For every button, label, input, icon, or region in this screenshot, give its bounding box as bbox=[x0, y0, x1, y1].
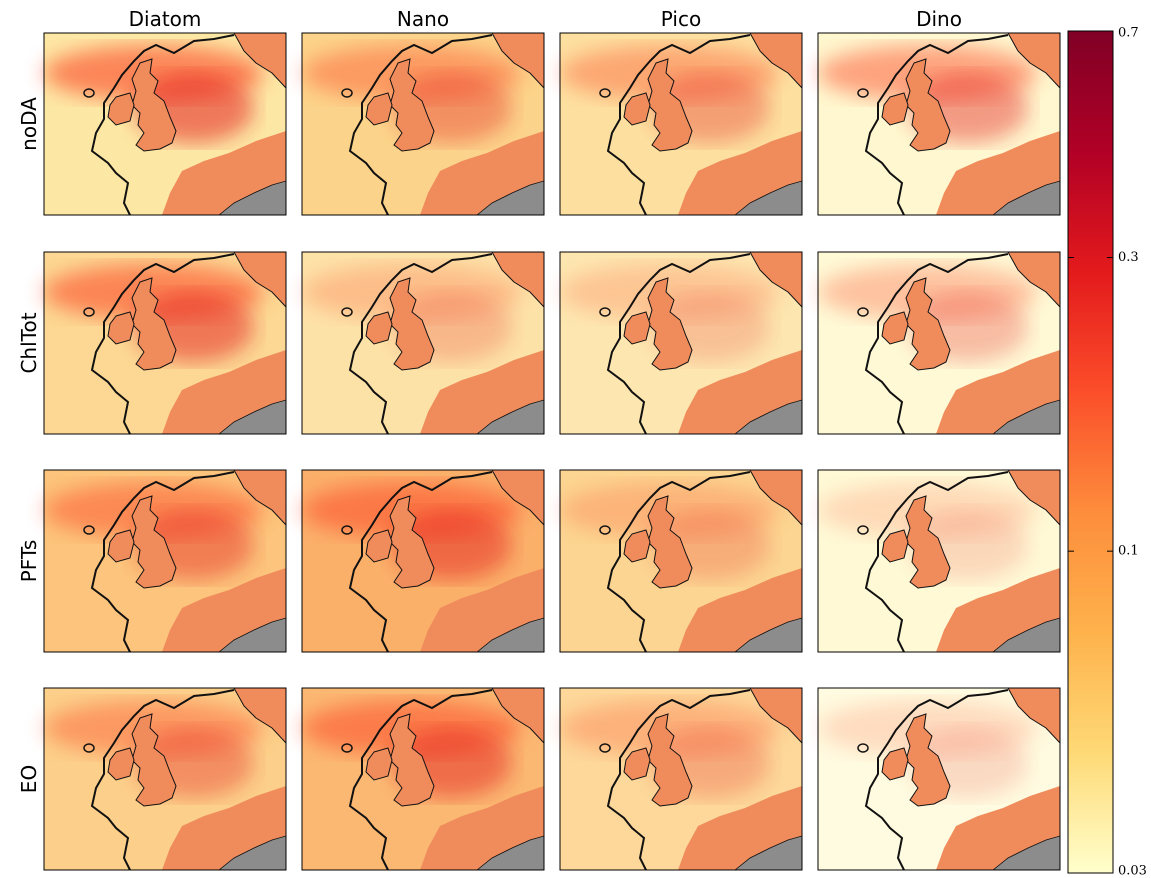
map-panel bbox=[818, 688, 1060, 870]
colorbar-tick-label: 0.3 bbox=[1118, 250, 1139, 265]
map-panel bbox=[44, 252, 286, 434]
map-panel bbox=[560, 688, 802, 870]
colorbar bbox=[1068, 31, 1113, 873]
map-panel bbox=[44, 33, 286, 215]
column-title: Diatom bbox=[129, 7, 202, 31]
row-label: EO bbox=[17, 765, 41, 793]
map-panel bbox=[302, 688, 544, 870]
row-label: ChlTot bbox=[17, 312, 41, 373]
map-panel bbox=[44, 470, 286, 652]
column-title: Nano bbox=[397, 7, 449, 31]
map-panel bbox=[44, 688, 286, 870]
map-panel bbox=[818, 33, 1060, 215]
column-title: Pico bbox=[661, 7, 701, 31]
colorbar-tick-label: 0.1 bbox=[1118, 544, 1139, 559]
row-label: PFTs bbox=[17, 540, 41, 583]
figure: Diatom Nano Pico Dino noDA ChlTot PFTs EO 0.03 0.… bbox=[0, 0, 1151, 878]
map-panel bbox=[560, 470, 802, 652]
map-panel bbox=[818, 470, 1060, 652]
map-panel bbox=[302, 470, 544, 652]
colorbar-tick-label: 0.03 bbox=[1118, 864, 1147, 878]
map-panel bbox=[302, 252, 544, 434]
column-title: Dino bbox=[916, 7, 962, 31]
map-panel bbox=[560, 252, 802, 434]
map-panel bbox=[302, 33, 544, 215]
map-panel bbox=[818, 252, 1060, 434]
colorbar-tick-label: 0.7 bbox=[1118, 26, 1139, 41]
map-panel bbox=[560, 33, 802, 215]
page: Diatom Nano Pico Dino noDA ChlTot PFTs EO 0.03 0.… bbox=[0, 0, 1151, 878]
row-label: noDA bbox=[17, 97, 41, 151]
